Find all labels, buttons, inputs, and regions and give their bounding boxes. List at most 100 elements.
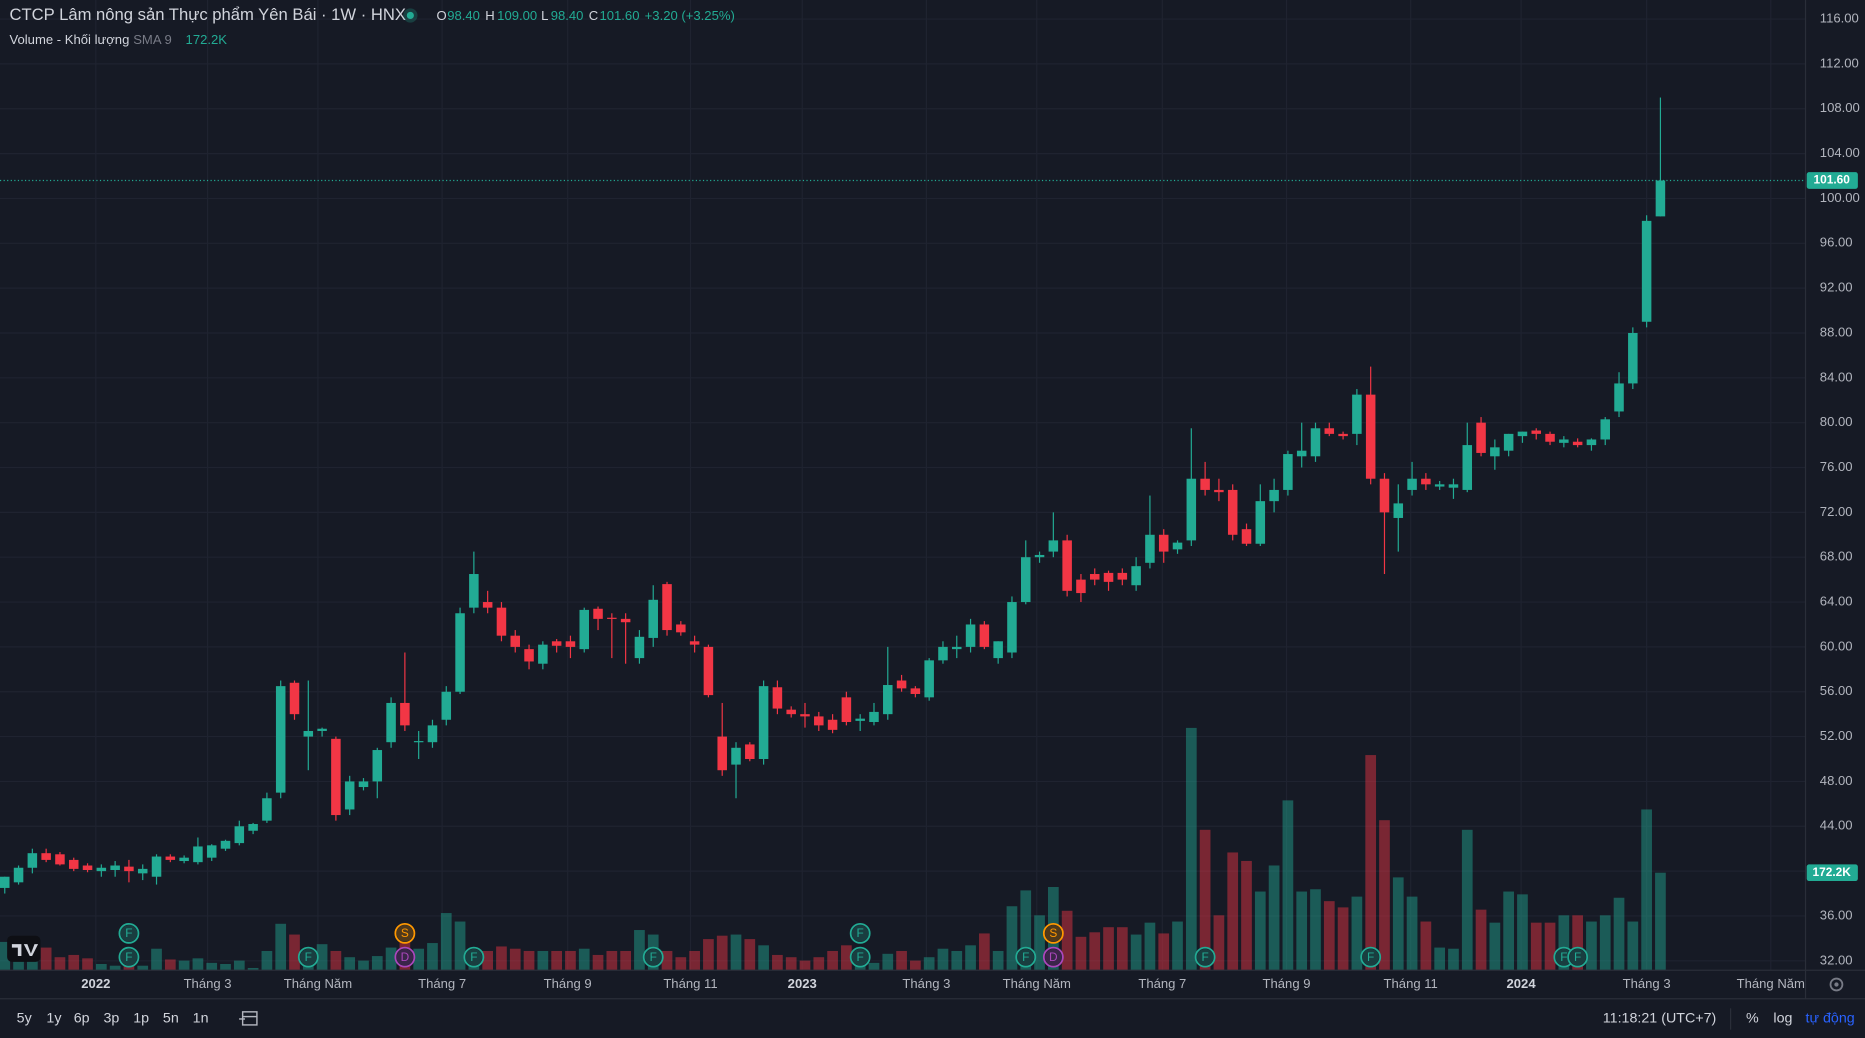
grid [0,0,1806,971]
range-button[interactable]: 3p [103,1011,119,1027]
candle-body [758,686,769,760]
candle-body [896,680,907,689]
volume-bar [1006,906,1018,971]
volume-bar [799,960,811,971]
event-label: S [401,926,409,940]
y-tick-label: 52.00 [1820,728,1853,743]
event-marker-fill [299,948,317,966]
event-marker[interactable] [394,922,416,944]
candle-body [179,857,189,862]
volume-bar [1310,889,1321,971]
candle-body [220,840,231,849]
event-marker[interactable] [1042,922,1064,944]
event-marker[interactable] [642,946,664,968]
candle-body [1531,430,1542,434]
candle-body [137,868,148,874]
event-marker[interactable] [118,946,140,968]
x-tick-label: 2022 [81,976,110,991]
candle-body [662,584,672,631]
candle-body [827,719,838,730]
candle-body [910,688,921,694]
event-label: F [1022,950,1029,964]
candle-body [1269,489,1279,502]
event-marker-fill [1196,948,1214,966]
candle-body [1517,431,1528,437]
candle-body [952,646,962,650]
candle-body [1503,433,1514,451]
volume-bar [1061,910,1073,971]
candle-body [607,617,617,619]
y-tick-label: 72.00 [1820,504,1853,519]
candle-body [1545,433,1555,442]
event-marker[interactable] [297,946,319,968]
candle-body [1172,542,1183,550]
candle-body [524,649,534,662]
auto-toggle[interactable]: tự động [1806,1011,1855,1027]
y-tick-label: 80.00 [1820,414,1853,429]
candle-body [1283,454,1293,490]
volume-bar [233,960,245,971]
volume-bar [0,941,11,971]
volume-bar [1185,727,1197,971]
range-button[interactable]: 5n [163,1011,179,1027]
event-marker[interactable] [1194,946,1216,968]
candle-body [1379,478,1390,513]
event-label: D [1049,950,1058,964]
event-marker[interactable] [1042,946,1064,968]
volume-bar [68,954,80,971]
candle-body [344,781,355,810]
range-button[interactable]: 6p [74,1011,90,1027]
volume-bar [385,947,397,971]
event-marker[interactable] [1015,946,1037,968]
candle-body [1628,332,1638,384]
calendar-icon[interactable] [239,1011,258,1026]
candle-body [1572,441,1583,446]
candle-body [731,747,741,765]
volume-bar [427,943,438,971]
volume-title: Volume - Khối lượng [10,32,130,47]
volume-bar [1365,755,1377,971]
volume-bar [1448,948,1459,971]
candle-body [455,613,465,692]
event-label: F [650,950,657,964]
log-toggle[interactable]: log [1773,1011,1792,1027]
event-marker-fill [1045,948,1062,966]
event-marker[interactable] [1567,946,1589,968]
settings-icon[interactable] [1829,977,1844,992]
x-tick-label: Tháng 7 [418,976,466,991]
x-tick-label: Tháng Năm [284,976,352,991]
candle-body [82,865,93,870]
volume-bar [440,913,452,971]
range-button[interactable]: 1p [133,1011,149,1027]
volume-bar [965,945,976,971]
volume-bar [289,934,300,971]
range-button[interactable]: 1n [193,1011,209,1027]
range-button[interactable]: 5y [17,1011,33,1027]
volume-bar [1475,909,1487,971]
event-marker[interactable] [394,946,416,968]
volume-bar [565,950,576,971]
event-marker[interactable] [463,946,485,968]
event-marker[interactable] [118,922,140,944]
volume-bar [1655,872,1666,971]
candle-body [413,741,424,743]
candle-body [1048,540,1059,552]
event-marker[interactable] [849,922,871,944]
range-button[interactable]: 1y [46,1011,62,1027]
volume-bar [592,954,604,971]
event-label: F [125,950,132,964]
volume-bar [661,950,673,971]
y-tick-label: 68.00 [1820,549,1853,564]
candle-body [993,641,1003,659]
ohlc-key: H [485,8,494,23]
x-tick-label: Tháng Năm [1003,976,1071,991]
candle-body [1490,447,1500,457]
volume-bar [675,957,687,971]
percent-toggle[interactable]: % [1746,1011,1759,1027]
event-marker[interactable] [1360,946,1382,968]
event-marker-fill [1362,948,1380,966]
last-price-label: 101.60 [1814,173,1851,187]
y-tick-label: 116.00 [1820,11,1859,26]
event-marker[interactable] [849,946,871,968]
candles [0,97,1666,894]
